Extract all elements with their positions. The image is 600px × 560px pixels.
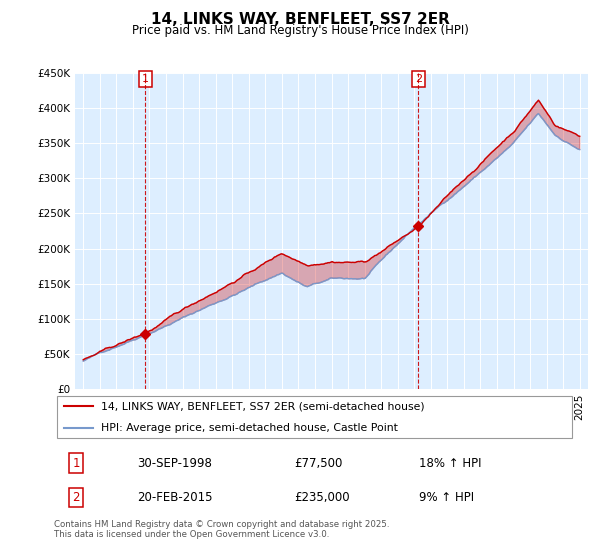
Text: HPI: Average price, semi-detached house, Castle Point: HPI: Average price, semi-detached house,… xyxy=(101,423,398,433)
Text: Price paid vs. HM Land Registry's House Price Index (HPI): Price paid vs. HM Land Registry's House … xyxy=(131,24,469,37)
Text: 1: 1 xyxy=(72,457,80,470)
Text: £235,000: £235,000 xyxy=(294,491,350,504)
Text: 1: 1 xyxy=(142,74,149,84)
Text: 2: 2 xyxy=(72,491,80,504)
Text: 30-SEP-1998: 30-SEP-1998 xyxy=(137,457,212,470)
Text: 2: 2 xyxy=(415,74,422,84)
Text: £77,500: £77,500 xyxy=(294,457,343,470)
FancyBboxPatch shape xyxy=(56,395,572,438)
Text: Contains HM Land Registry data © Crown copyright and database right 2025.
This d: Contains HM Land Registry data © Crown c… xyxy=(54,520,389,539)
Text: 14, LINKS WAY, BENFLEET, SS7 2ER (semi-detached house): 14, LINKS WAY, BENFLEET, SS7 2ER (semi-d… xyxy=(101,401,425,411)
Text: 18% ↑ HPI: 18% ↑ HPI xyxy=(419,457,482,470)
Text: 20-FEB-2015: 20-FEB-2015 xyxy=(137,491,213,504)
Text: 9% ↑ HPI: 9% ↑ HPI xyxy=(419,491,475,504)
Text: 14, LINKS WAY, BENFLEET, SS7 2ER: 14, LINKS WAY, BENFLEET, SS7 2ER xyxy=(151,12,449,27)
